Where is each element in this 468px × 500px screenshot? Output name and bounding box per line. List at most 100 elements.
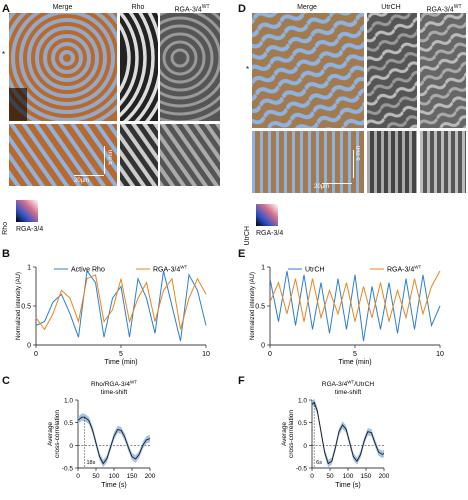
a-time-scalebar xyxy=(104,146,105,174)
d-space-scale-label: 20µm xyxy=(314,184,330,190)
chart-subtitle: time-shift xyxy=(101,389,128,396)
x-tick-label: 5 xyxy=(353,351,357,358)
x-tick-label: 50 xyxy=(92,473,100,480)
a-color-legend xyxy=(16,200,38,222)
a-rho-image xyxy=(120,13,158,121)
series-line xyxy=(35,274,207,331)
d-merge-kymograph xyxy=(252,131,364,193)
d-star: * xyxy=(246,65,250,74)
series-line xyxy=(77,416,151,465)
series-line xyxy=(311,401,385,465)
peak-label: 6s xyxy=(316,460,322,466)
y-axis-label: Average xyxy=(47,422,54,446)
x-tick-label: 0 xyxy=(76,473,80,480)
y-tick-label: 1 xyxy=(261,265,265,272)
chart-title: RGA-3/4WT/UtrCH xyxy=(322,380,374,388)
x-tick-label: 150 xyxy=(361,473,372,480)
peak-label: 18s xyxy=(86,460,95,466)
d-rga-image xyxy=(420,13,466,128)
y-axis-label: Average xyxy=(281,422,288,446)
y-tick-label: 1 xyxy=(27,265,31,272)
x-tick-label: 5 xyxy=(119,351,123,358)
d-utrch-kymograph xyxy=(367,131,417,193)
y-tick-label: 0 xyxy=(261,343,265,350)
d-utrch-image xyxy=(367,13,417,128)
a-rga-image xyxy=(160,13,220,121)
a-merge-image xyxy=(9,13,117,121)
y-tick-label: 0.5 xyxy=(298,420,307,427)
a-cbar-y-label: Rho xyxy=(2,222,9,235)
panel-label-b: B xyxy=(2,248,10,260)
y-axis-label: Normalized intensity (AU) xyxy=(250,272,256,340)
y-tick-label: -0.5 xyxy=(296,466,308,473)
y-tick-label: 0 xyxy=(27,343,31,350)
y-tick-label: 0 xyxy=(69,443,73,450)
d-space-scalebar xyxy=(322,183,352,184)
x-tick-label: 10 xyxy=(202,351,210,358)
series-line xyxy=(35,269,207,342)
x-tick-label: 150 xyxy=(127,473,138,480)
panel-label-e: E xyxy=(238,248,246,260)
d-cbar-y-label: UtrCH xyxy=(244,226,251,246)
a-merge-kymograph xyxy=(9,124,117,186)
x-tick-label: 10 xyxy=(436,351,444,358)
x-tick-label: 0 xyxy=(310,473,314,480)
d-color-legend xyxy=(256,204,278,226)
d-title-utrch: UtrCH xyxy=(381,4,401,11)
a-time-scale-label: 5 min xyxy=(108,150,114,165)
y-tick-label: 0 xyxy=(303,443,307,450)
x-axis-label: Time (s) xyxy=(101,482,126,489)
x-tick-label: 0 xyxy=(34,351,38,358)
legend-label: UtrCH xyxy=(305,267,324,274)
y-tick-label: 1.0 xyxy=(298,398,307,405)
legend-label: RGA-3/4WT xyxy=(387,265,421,274)
a-rga-kymograph xyxy=(160,124,220,186)
chart-subtitle: time-shift xyxy=(335,389,362,396)
a-cbar-x-label: RGA-3/4 xyxy=(16,226,44,233)
x-axis-label: Time (min) xyxy=(338,359,371,366)
panel-label-a: A xyxy=(2,3,10,15)
d-title-merge: Merge xyxy=(297,4,317,11)
d-time-scale-label: 5 min xyxy=(356,146,362,161)
x-tick-label: 100 xyxy=(109,473,120,480)
a-title-rho: Rho xyxy=(131,4,145,11)
d-title-rga: RGA-3/4WT xyxy=(426,4,462,14)
d-cbar-x-label: RGA-3/4 xyxy=(256,230,284,237)
x-tick-label: 200 xyxy=(379,473,390,480)
confidence-band xyxy=(312,398,384,468)
x-tick-label: 100 xyxy=(343,473,354,480)
series-line xyxy=(269,270,441,342)
y-axis-label: Normalized intensity (AU) xyxy=(16,272,22,340)
y-axis-label-2: cross-correlation xyxy=(288,410,295,458)
a-title-merge: Merge xyxy=(52,4,73,11)
x-tick-label: 50 xyxy=(326,473,334,480)
panel-label-c: C xyxy=(2,375,10,387)
a-space-scale-label: 20µm xyxy=(74,178,90,184)
d-time-scalebar xyxy=(353,150,354,178)
x-axis-label: Time (min) xyxy=(104,359,137,366)
chart-title: Rho/RGA-3/4WT xyxy=(91,380,137,388)
panel-label-d: D xyxy=(238,3,246,15)
d-rga-kymograph xyxy=(420,131,466,193)
y-tick-label: 0.5 xyxy=(21,304,31,311)
y-tick-label: 1.0 xyxy=(64,398,73,405)
x-tick-label: 200 xyxy=(145,473,156,480)
confidence-band xyxy=(78,413,150,468)
a-star: * xyxy=(2,50,6,59)
series-line xyxy=(269,270,441,322)
a-rho-kymograph xyxy=(120,124,158,186)
x-axis-label: Time (s) xyxy=(335,482,360,489)
panel-label-f: F xyxy=(238,375,245,387)
x-tick-label: 0 xyxy=(268,351,272,358)
d-merge-image xyxy=(252,13,364,128)
a-space-scalebar xyxy=(74,175,104,176)
y-tick-label: 0.5 xyxy=(255,304,265,311)
y-tick-label: 0.5 xyxy=(64,420,73,427)
a-title-rga: RGA-3/4WT xyxy=(174,4,210,14)
legend-label: Active Rho xyxy=(71,267,105,274)
y-tick-label: -0.5 xyxy=(62,466,74,473)
